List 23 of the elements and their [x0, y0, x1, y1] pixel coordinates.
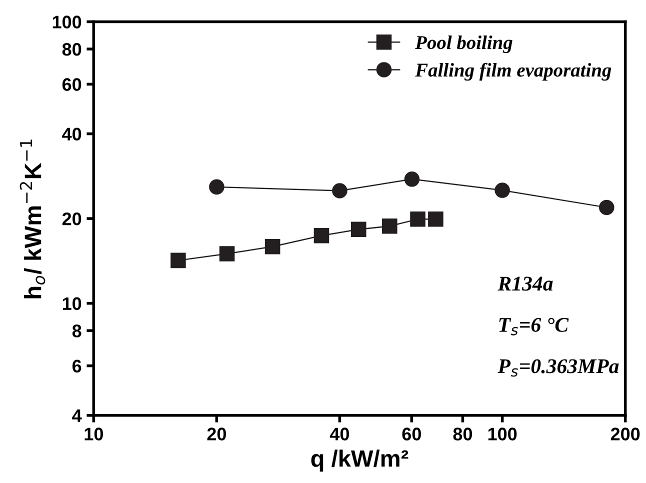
y-tick-label: 10 — [62, 297, 82, 310]
y-axis-title: h$_{o}$/ kWm$^{−2}$K$^{−1}$ — [20, 140, 46, 298]
x-axis-title: q /kW/m² — [311, 450, 408, 472]
annotation: R134a — [498, 276, 553, 291]
annotation: P$_{s}$=0.363MPa — [498, 359, 619, 377]
y-tick-label: 60 — [62, 78, 82, 91]
x-tick-label: 60 — [402, 428, 421, 440]
x-tick-label: 100 — [488, 428, 517, 440]
y-tick-label: 6 — [72, 360, 82, 373]
x-tick-label: 10 — [84, 428, 103, 440]
y-tick-label: 80 — [62, 42, 82, 56]
annotation: T$_{s}$=6 °C — [499, 318, 569, 336]
legend-label: Pool boiling — [415, 35, 512, 54]
legend-label: Falling film evaporating — [415, 62, 612, 81]
x-tick-label: 80 — [453, 428, 472, 440]
y-tick-label: 100 — [52, 16, 82, 28]
y-tick-label: 4 — [72, 410, 82, 422]
x-tick-label: 200 — [610, 428, 640, 440]
x-tick-label: 20 — [207, 428, 226, 440]
y-tick-label: 8 — [72, 324, 82, 338]
y-tick-label: 40 — [62, 128, 82, 141]
y-tick-label: 20 — [62, 212, 82, 226]
x-tick-label: 40 — [330, 428, 349, 440]
